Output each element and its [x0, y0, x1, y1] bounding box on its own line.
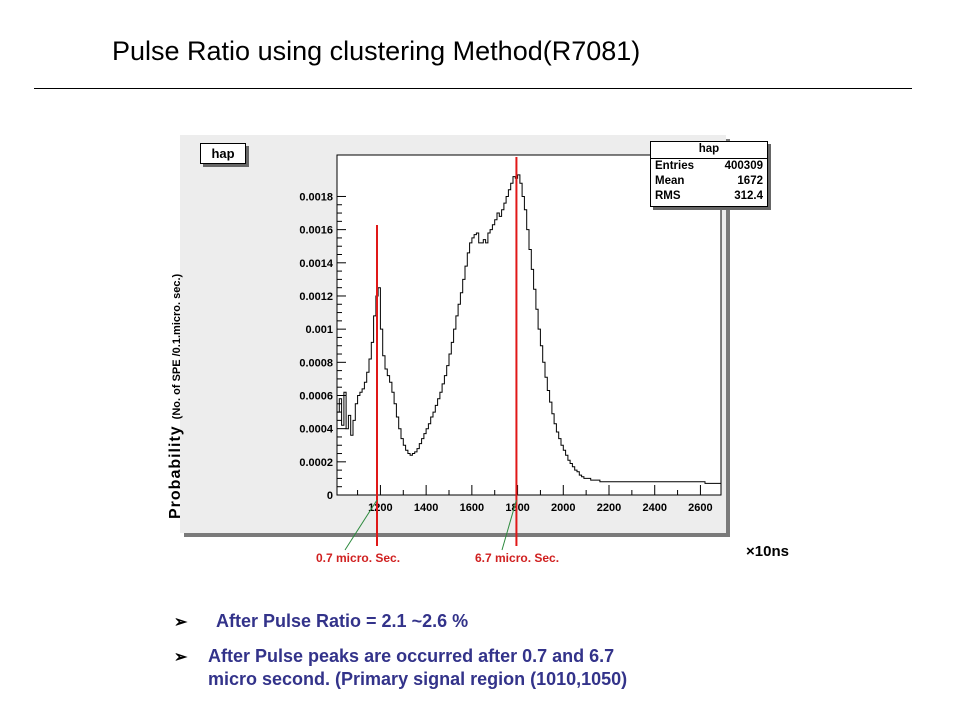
y-axis-title: Probability (No. of SPE /0.1.micro. sec.): [167, 274, 185, 519]
stats-value: 312.4: [734, 190, 763, 202]
callout-pointers: [344, 499, 517, 551]
bullet-text: After Pulse peaks are occurred after 0.7…: [208, 645, 627, 691]
callout-pointer: [344, 499, 378, 551]
y-tick-label: 0.0004: [299, 424, 334, 436]
stats-row-entries: Entries 400309: [651, 159, 767, 174]
y-tick-label: 0.0012: [299, 291, 333, 303]
marker-lines: [376, 157, 518, 546]
callout-0-7-micro-sec: 0.7 micro. Sec.: [316, 551, 401, 565]
stats-box: hap Entries 400309 Mean 1672 RMS 312.4: [650, 141, 768, 207]
bullet-line: micro second. (Primary signal region (10…: [208, 669, 628, 689]
bullet-item: ➢ After Pulse peaks are occurred after 0…: [174, 645, 627, 691]
x-axis: 1200 1400 1600 1800 2000 2200 2400 2600: [357, 485, 713, 514]
y-tick-label: 0.0008: [299, 357, 333, 369]
x-tick-label: 1400: [414, 502, 438, 514]
histogram-name-tab: hap: [200, 143, 246, 164]
y-axis-label: Probability: [167, 425, 184, 519]
x-tick-label: 1600: [460, 502, 484, 514]
bullet-item: ➢ After Pulse Ratio = 2.1 ~2.6 %: [174, 610, 627, 633]
x-tick-label: 2200: [597, 502, 621, 514]
x-tick-label: 2400: [642, 502, 666, 514]
y-tick-label: 0.0002: [299, 457, 333, 469]
callout-6-7-micro-sec: 6.7 micro. Sec.: [475, 551, 560, 565]
y-tick-label: 0.001: [305, 324, 333, 336]
stats-label: RMS: [655, 190, 681, 202]
stats-label: Entries: [655, 160, 694, 172]
bullet-text: After Pulse Ratio = 2.1 ~2.6 %: [216, 611, 469, 631]
histogram-line: [337, 174, 721, 484]
stats-title: hap: [651, 142, 767, 159]
y-tick-label: 0.0006: [299, 390, 333, 402]
y-axis-unit: (No. of SPE /0.1.micro. sec.): [171, 273, 183, 420]
y-tick-label: 0: [327, 490, 333, 502]
arrow-bullet-icon: ➢: [174, 614, 188, 631]
stats-value: 400309: [724, 160, 763, 172]
bullet-list: ➢ After Pulse Ratio = 2.1 ~2.6 % ➢ After…: [174, 610, 627, 703]
x-tick-label: 2000: [551, 502, 575, 514]
title-divider: [34, 88, 912, 89]
stats-row-rms: RMS 312.4: [651, 189, 767, 204]
bullet-line: After Pulse peaks are occurred after 0.7…: [208, 646, 615, 666]
stats-row-mean: Mean 1672: [651, 174, 767, 189]
y-tick-label: 0.0016: [299, 225, 333, 237]
x-tick-label: 1800: [505, 502, 529, 514]
stats-label: Mean: [655, 175, 685, 187]
slide-title: Pulse Ratio using clustering Method(R708…: [112, 36, 641, 66]
y-axis: 0 0.0002 0.0004 0.0006 0.0008 0.001 0.0012 0.00…: [299, 191, 346, 502]
stats-value: 1672: [737, 175, 763, 187]
x-tick-label: 2600: [688, 502, 712, 514]
y-tick-label: 0.0018: [299, 191, 333, 203]
x-unit-label: ×10ns: [746, 543, 789, 560]
arrow-bullet-icon: ➢: [174, 649, 188, 666]
y-tick-label: 0.0014: [299, 258, 334, 270]
callout-pointer: [501, 499, 517, 551]
